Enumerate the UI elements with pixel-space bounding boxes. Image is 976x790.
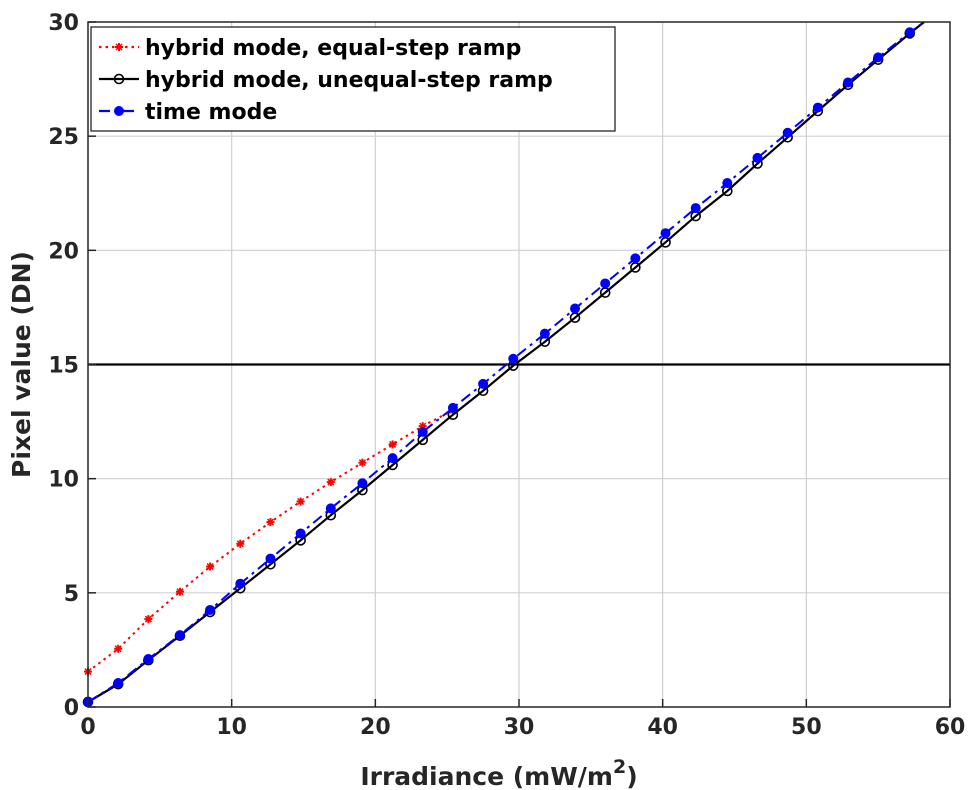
x-tick-label: 30 xyxy=(504,715,535,740)
series-2 xyxy=(83,21,925,707)
data-point xyxy=(357,478,368,489)
y-tick-label: 5 xyxy=(64,582,79,607)
y-tick-label: 10 xyxy=(48,468,79,493)
data-point xyxy=(358,458,367,467)
data-point xyxy=(174,630,185,641)
y-axis-label: Pixel value (DN) xyxy=(7,251,36,478)
x-tick-label: 40 xyxy=(647,715,678,740)
x-axis-label-end: ) xyxy=(626,762,637,790)
data-point xyxy=(114,106,124,116)
y-tick-label: 30 xyxy=(48,11,79,36)
series-line xyxy=(87,21,925,703)
x-axis-label-main: Irradiance (mW/m xyxy=(360,762,613,790)
data-point xyxy=(113,73,125,85)
series-0 xyxy=(84,406,457,676)
x-tick-label: 10 xyxy=(216,715,247,740)
legend-entry: time mode xyxy=(99,100,277,125)
data-point xyxy=(478,378,489,389)
data-point xyxy=(114,644,123,653)
data-point xyxy=(873,52,884,63)
data-point xyxy=(508,353,519,364)
data-point xyxy=(206,562,215,571)
data-point xyxy=(600,278,611,289)
y-tick-label: 0 xyxy=(64,696,79,721)
data-point xyxy=(326,478,335,487)
data-point xyxy=(690,203,701,214)
plot-series xyxy=(82,21,925,708)
x-axis-label-superscript: 2 xyxy=(613,756,626,778)
data-point xyxy=(143,654,154,665)
y-tick-labels: 0 5 10 15 20 25 30 xyxy=(48,11,96,721)
data-point xyxy=(235,578,246,589)
data-point xyxy=(660,228,671,239)
legend-entry: hybrid mode, equal-step ramp xyxy=(99,36,521,61)
legend: hybrid mode, equal-step ramp hybrid mode,… xyxy=(90,26,616,132)
data-point xyxy=(630,253,641,264)
data-point xyxy=(387,453,398,464)
data-point xyxy=(539,328,550,339)
y-tick-label: 20 xyxy=(48,239,79,264)
data-point xyxy=(752,152,763,163)
data-point xyxy=(205,604,216,615)
data-point xyxy=(782,127,793,138)
legend-label: hybrid mode, equal-step ramp xyxy=(145,36,521,61)
data-point xyxy=(113,678,124,689)
data-point xyxy=(570,303,581,314)
data-point xyxy=(417,426,428,437)
x-tick-labels: 0 10 20 30 40 50 60 xyxy=(80,699,965,740)
data-point xyxy=(812,102,823,113)
data-point xyxy=(144,615,153,624)
legend-label: hybrid mode, unequal-step ramp xyxy=(145,68,553,93)
x-axis-label: Irradiance (mW/m2) xyxy=(360,756,637,790)
data-point xyxy=(904,27,915,38)
legend-entry: hybrid mode, unequal-step ramp xyxy=(99,68,553,93)
data-point xyxy=(842,77,853,88)
data-point xyxy=(447,402,458,413)
x-tick-label: 20 xyxy=(360,715,391,740)
data-point xyxy=(236,539,245,548)
x-tick-label: 0 xyxy=(80,715,95,740)
legend-label: time mode xyxy=(145,100,277,125)
data-point xyxy=(175,587,184,596)
data-point xyxy=(388,440,397,449)
data-point xyxy=(296,497,305,506)
x-tick-label: 50 xyxy=(791,715,822,740)
series-line xyxy=(87,409,454,673)
data-point xyxy=(722,177,733,188)
y-tick-label: 15 xyxy=(48,354,79,379)
data-point xyxy=(325,503,336,514)
data-point xyxy=(115,43,123,51)
data-point xyxy=(265,553,276,564)
x-tick-label: 60 xyxy=(935,715,966,740)
data-point xyxy=(295,528,306,539)
legend-box xyxy=(90,26,616,132)
data-point xyxy=(266,518,275,527)
y-tick-label: 25 xyxy=(48,125,79,150)
